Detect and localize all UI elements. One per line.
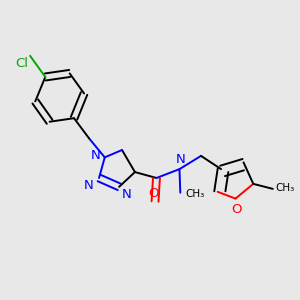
Text: Cl: Cl	[15, 57, 28, 70]
Text: O: O	[148, 187, 159, 200]
Text: N: N	[91, 148, 101, 161]
Text: N: N	[84, 179, 94, 192]
Text: N: N	[176, 153, 186, 166]
Text: N: N	[122, 188, 132, 201]
Text: CH₃: CH₃	[185, 189, 205, 199]
Text: CH₃: CH₃	[275, 183, 294, 193]
Text: O: O	[232, 203, 242, 216]
